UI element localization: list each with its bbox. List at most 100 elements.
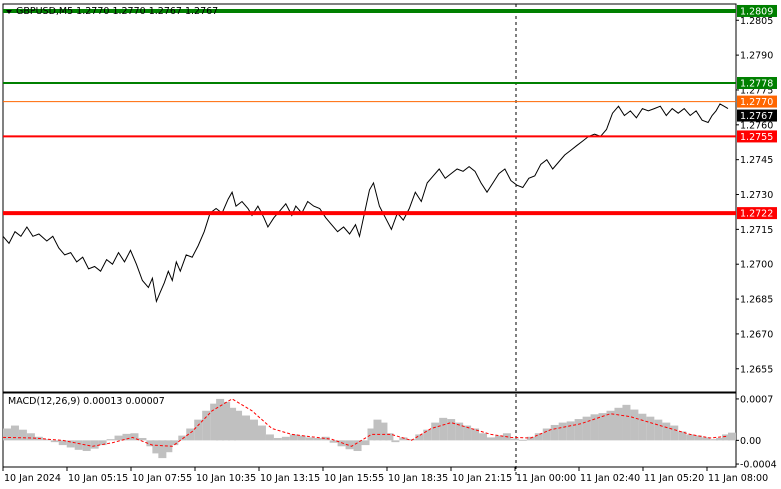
macd-histogram-bar	[234, 410, 243, 441]
macd-histogram-bar	[289, 434, 298, 441]
macd-histogram-bar	[353, 440, 362, 452]
level-badge	[737, 130, 777, 143]
macd-histogram-bar	[18, 429, 27, 441]
macd-histogram-bar	[486, 437, 495, 441]
x-tick-label: 11 Jan 00:00	[516, 473, 576, 484]
macd-histogram-bar	[313, 437, 322, 441]
macd-histogram-bar	[463, 425, 472, 441]
macd-histogram-bar	[297, 435, 306, 441]
macd-histogram-bar	[26, 433, 35, 441]
macd-histogram-bar	[273, 437, 282, 441]
macd-histogram-bar	[550, 424, 559, 441]
macd-histogram-bar	[178, 435, 187, 441]
macd-histogram-bar	[399, 437, 408, 441]
macd-histogram-bar	[194, 419, 203, 441]
macd-histogram-bar	[494, 435, 503, 441]
macd-y-tick-label: 0.00	[740, 436, 761, 447]
macd-histogram-bar	[321, 436, 330, 441]
macd-histogram-bar	[678, 431, 687, 441]
macd-histogram-bar	[630, 409, 639, 441]
macd-histogram-bar	[574, 419, 583, 441]
macd-histogram-bar	[558, 422, 567, 441]
macd-histogram-bar	[158, 440, 167, 459]
macd-histogram-bar	[152, 440, 161, 454]
x-tick-label: 11 Jan 05:20	[644, 473, 704, 484]
macd-histogram-bar	[228, 407, 237, 441]
y-tick-label: 1.2715	[740, 225, 773, 236]
price-panel-frame	[2, 3, 737, 393]
macd-histogram-bar	[518, 439, 527, 441]
macd-histogram-bar	[590, 414, 599, 441]
macd-histogram-bar	[305, 437, 314, 441]
last-price-badge	[737, 109, 777, 122]
macd-y-tick-label: -0.0004	[740, 460, 777, 471]
level-badge-label: 1.2809	[740, 6, 773, 17]
macd-histogram-bar	[728, 432, 736, 441]
x-tick-label: 11 Jan 02:40	[580, 473, 640, 484]
macd-histogram-bar	[614, 407, 623, 441]
price-line	[2, 103, 729, 304]
macd-histogram-bar	[170, 440, 179, 446]
macd-histogram-bar	[385, 433, 394, 441]
y-tick-label: 1.2670	[740, 329, 773, 340]
macd-histogram-bar	[164, 440, 173, 453]
macd-histogram-bar	[447, 419, 456, 441]
macd-histogram-bar	[646, 416, 655, 441]
level-badge	[737, 76, 777, 89]
macd-histogram-bar	[722, 434, 731, 441]
macd-histogram-bar	[510, 438, 519, 441]
macd-histogram-bar	[345, 440, 354, 450]
macd-histogram-bar	[82, 440, 91, 452]
macd-histogram-bar	[471, 428, 480, 441]
y-tick-label: 1.2775	[740, 85, 773, 96]
macd-histogram-bar	[265, 434, 274, 441]
x-tick-label: 10 Jan 21:15	[452, 473, 512, 484]
macd-histogram-bar	[455, 422, 464, 441]
macd-histogram-bar	[670, 425, 679, 441]
x-tick-label: 10 Jan 10:35	[196, 473, 256, 484]
level-badge	[737, 4, 777, 17]
macd-histogram-bar	[606, 410, 615, 441]
macd-histogram-bar	[90, 440, 99, 449]
level-badge-label: 1.2778	[740, 78, 773, 89]
y-tick-label: 1.2655	[740, 364, 773, 375]
macd-histogram-bar	[479, 433, 488, 441]
macd-histogram-bar	[257, 425, 266, 441]
macd-histogram-bar	[216, 398, 225, 441]
macd-histogram-bar	[582, 416, 591, 441]
x-tick-label: 10 Jan 05:15	[68, 473, 128, 484]
macd-histogram-bar	[439, 417, 448, 441]
macd-histogram-bar	[210, 403, 219, 441]
macd-histogram-bar	[407, 439, 416, 441]
macd-histogram-bar	[391, 440, 400, 443]
macd-histogram-bar	[249, 419, 258, 441]
macd-histogram-bar	[130, 433, 139, 441]
macd-signal-line	[2, 398, 729, 447]
macd-histogram-bar	[415, 434, 424, 441]
macd-histogram-bar	[694, 435, 703, 441]
macd-histogram-bar	[702, 437, 711, 441]
macd-histogram-bar	[222, 401, 231, 441]
macd-histogram-bar	[58, 440, 67, 446]
x-tick-label: 10 Jan 07:55	[132, 473, 192, 484]
y-tick-label: 1.2730	[740, 190, 773, 201]
macd-histogram-bar	[662, 422, 671, 441]
macd-histogram-bar	[114, 435, 123, 441]
last-price-label: 1.2767	[740, 111, 773, 122]
macd-histogram-bar	[526, 436, 535, 441]
level-badge-label: 1.2770	[740, 97, 773, 108]
macd-histogram-bar	[566, 421, 575, 441]
macd-histogram-bar	[106, 439, 115, 441]
macd-histogram-bar	[542, 428, 551, 441]
level-badge	[737, 207, 777, 220]
y-tick-label: 1.2700	[740, 260, 773, 271]
macd-y-tick-label: 0.0007	[740, 394, 773, 405]
y-tick-label: 1.2745	[740, 155, 773, 166]
macd-histogram-bar	[242, 415, 251, 441]
macd-histogram-bar	[10, 425, 19, 441]
macd-histogram-bar	[379, 422, 388, 441]
x-tick-label: 10 Jan 13:15	[260, 473, 320, 484]
macd-histogram-bar	[622, 404, 631, 441]
macd-histogram-bar	[710, 439, 719, 441]
macd-histogram-bar	[423, 429, 432, 441]
